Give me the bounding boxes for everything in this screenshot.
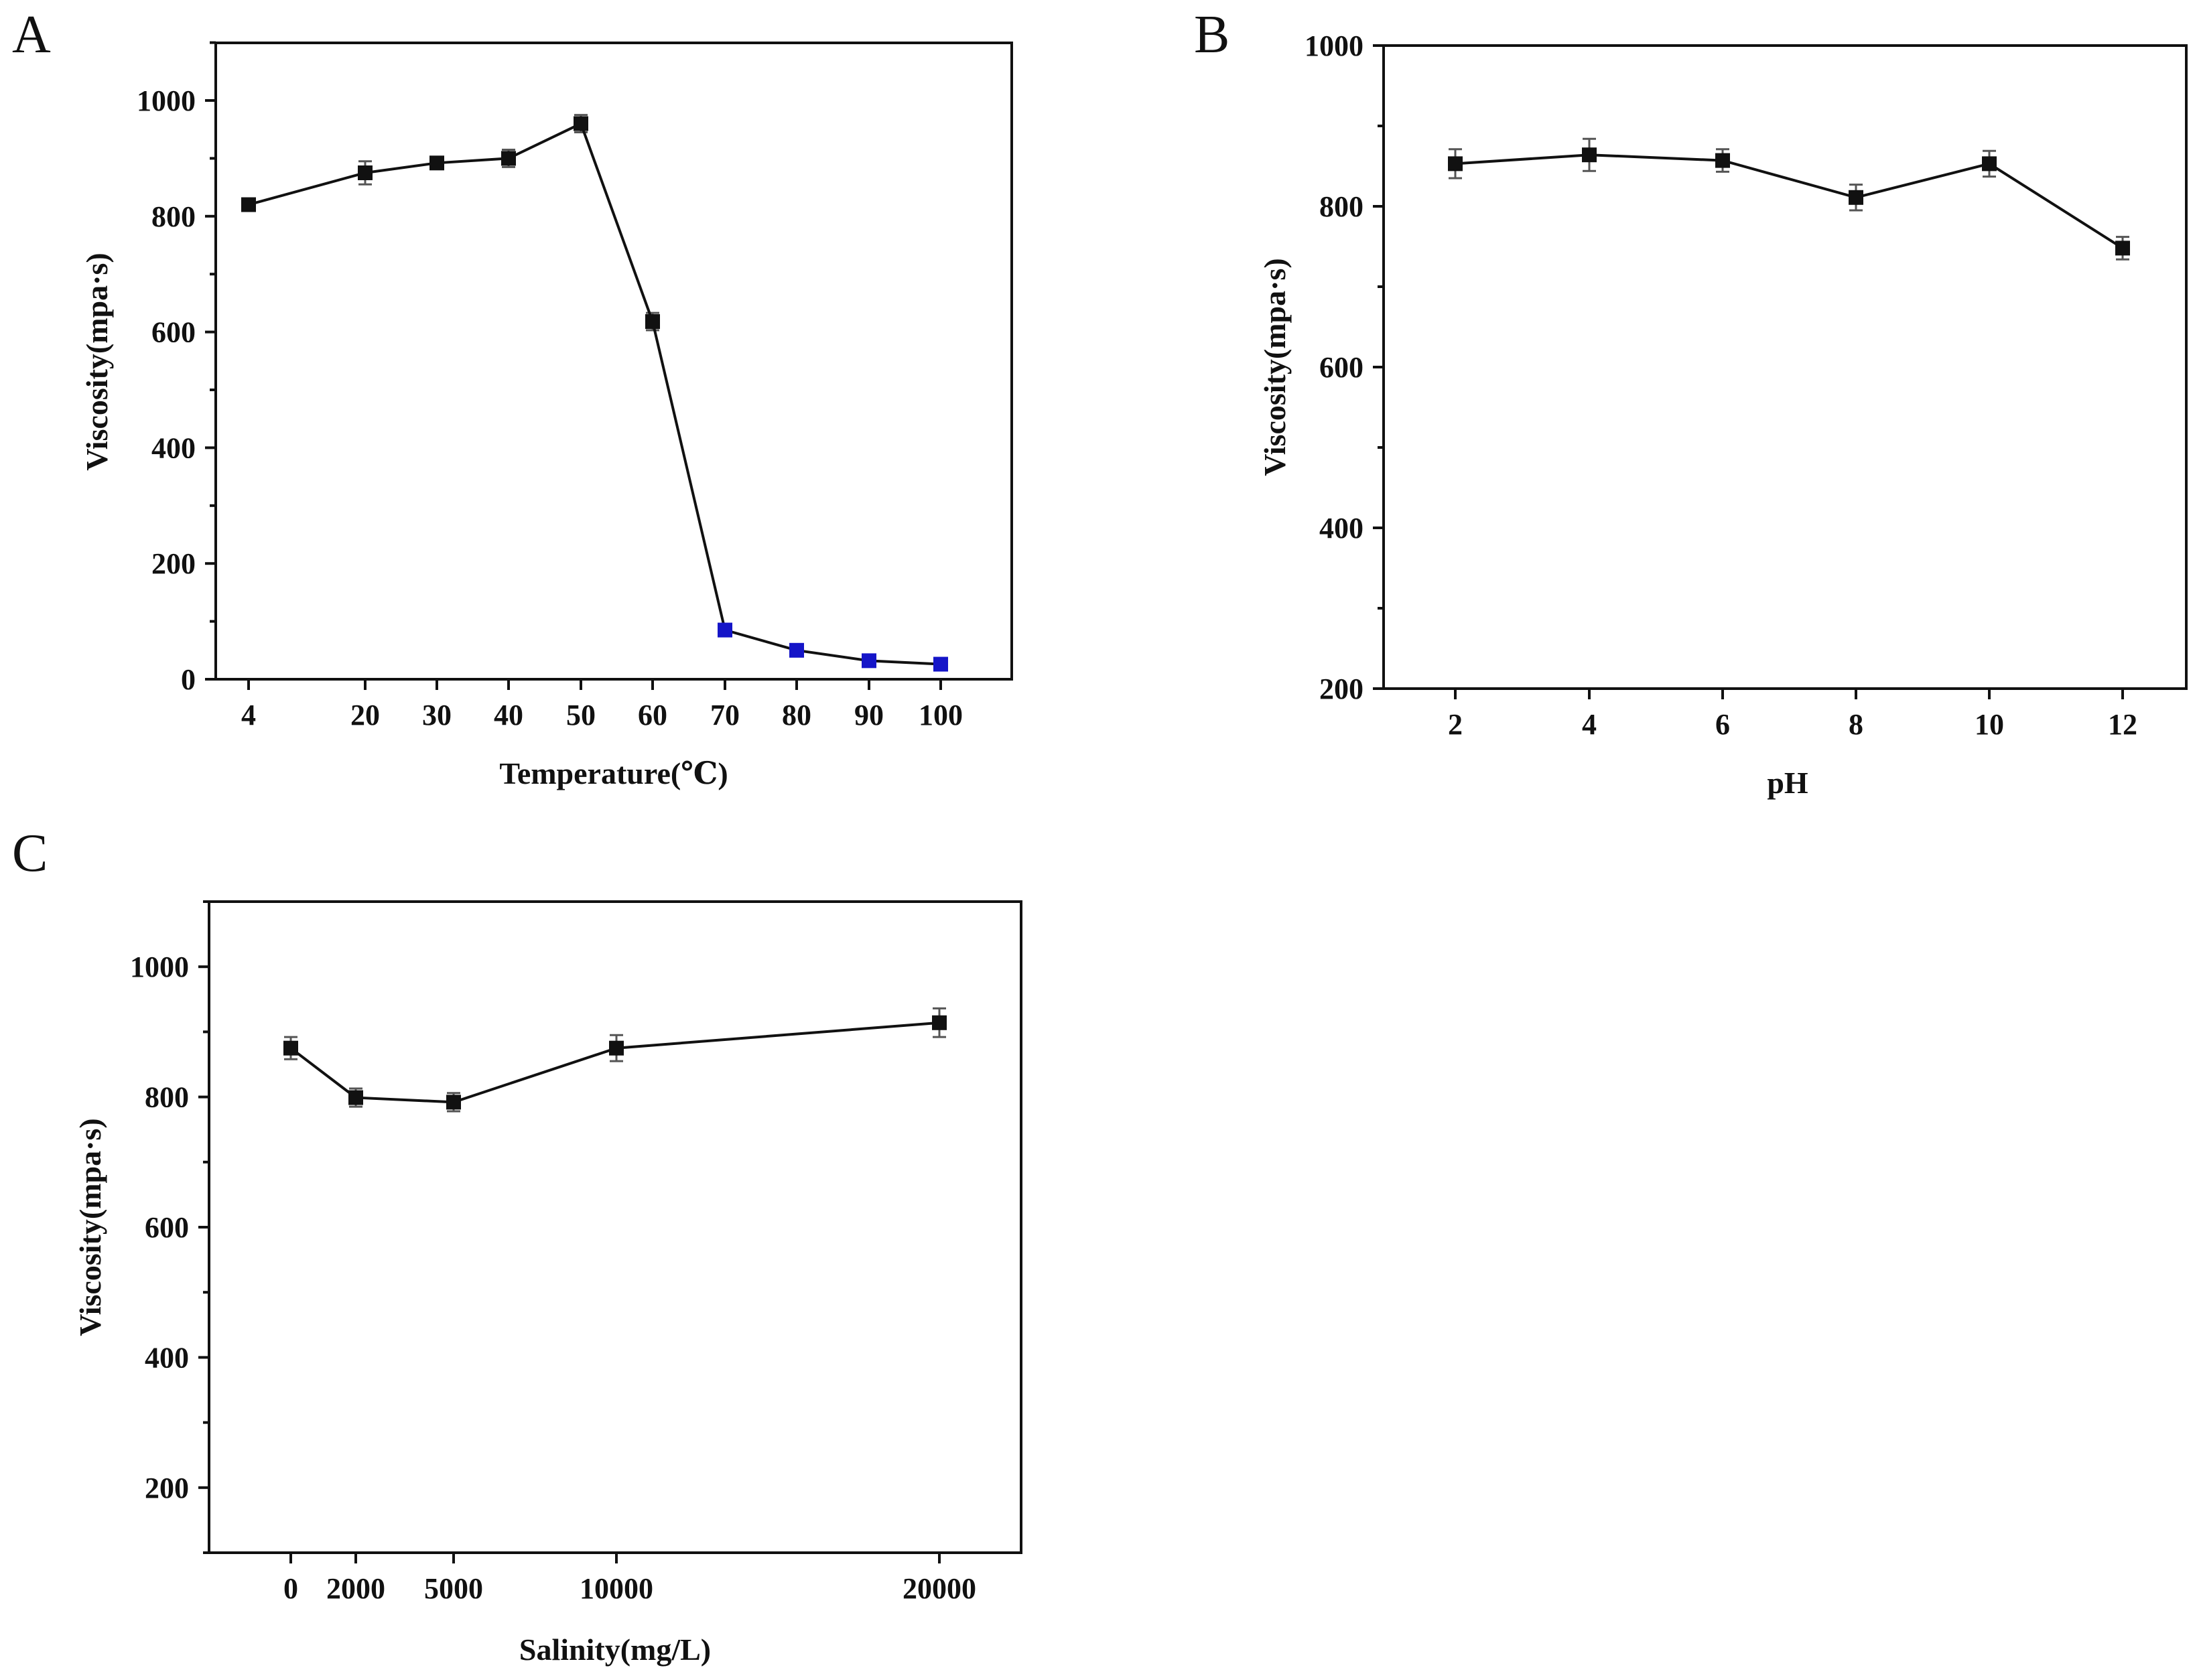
panel-b-data-point [1582, 147, 1597, 163]
panel-a-y-tick-label: 1000 [137, 84, 196, 117]
panel-a-y-tick-label: 600 [151, 316, 196, 349]
panel-a-x-tick-label: 90 [854, 699, 884, 731]
panel-b-series-line [1455, 153, 2124, 250]
panel-a-y-axis: 0 200 400 600 800 1000 [137, 41, 216, 696]
panel-c-x-axis-title: Salinity(mg/L) [519, 1632, 711, 1667]
panel-b: B 200 400 600 800 1000 2 4 6 8 10 12 Viscosity(mp… [1194, 5, 2188, 800]
panel-b-x-tick-label: 4 [1582, 708, 1597, 741]
panel-a-data-point [574, 116, 588, 131]
panel-b-x-axis-title: pH [1767, 766, 1808, 800]
panel-a: A 0 200 400 600 800 1000 4 20 30 40 50 60 70 80 90 100… [12, 5, 1013, 790]
panel-b-data-point [1982, 156, 1997, 171]
panel-c-data-point [932, 1015, 947, 1030]
panel-a-data-point [358, 165, 373, 180]
panel-c: C 200 400 600 800 1000 0 2000 5000 10000 20000 V… [12, 824, 1022, 1667]
panel-a-error-bars [242, 114, 947, 669]
panel-a-x-tick-label: 4 [241, 699, 256, 731]
panel-c-error-bars [284, 1007, 946, 1113]
panel-b-data-point [1849, 190, 1863, 205]
panel-a-y-axis-title: Viscosity(mpa·s) [80, 253, 114, 470]
panel-c-y-tick-label: 400 [145, 1341, 189, 1374]
panel-label-b: B [1194, 5, 1229, 64]
panel-c-y-axis: 200 400 600 800 1000 [130, 900, 209, 1554]
panel-b-points [1448, 147, 2130, 256]
panel-b-y-axis-title: Viscosity(mpa·s) [1258, 258, 1292, 476]
panel-a-data-point [645, 314, 660, 330]
panel-c-y-tick-label: 800 [145, 1081, 189, 1114]
panel-b-y-tick-label: 600 [1319, 351, 1363, 384]
panel-a-x-tick-label: 100 [919, 699, 963, 731]
panel-c-x-tick-label: 10000 [580, 1572, 653, 1605]
panel-a-data-point [241, 197, 256, 212]
panel-c-y-tick-label: 600 [145, 1211, 189, 1244]
panel-b-x-axis: 2 4 6 8 10 12 [1448, 689, 2137, 741]
panel-b-x-tick-label: 6 [1715, 708, 1730, 741]
panel-b-y-tick-label: 800 [1319, 190, 1363, 223]
panel-b-y-tick-label: 1000 [1305, 29, 1363, 62]
panel-c-data-point [609, 1040, 624, 1056]
panel-b-y-axis: 200 400 600 800 1000 [1305, 29, 1384, 705]
panel-b-x-tick-label: 2 [1448, 708, 1463, 741]
panel-a-data-point [862, 653, 876, 669]
panel-a-data-point [501, 151, 516, 166]
panel-c-plot-frame [208, 900, 1022, 1554]
panel-a-x-tick-label: 60 [638, 699, 667, 731]
panel-b-error-bars [1449, 137, 2129, 261]
panel-label-c: C [12, 824, 48, 883]
panel-a-series-line [248, 121, 941, 666]
panel-label-a: A [12, 5, 51, 64]
panel-c-y-tick-label: 1000 [130, 951, 189, 983]
panel-b-x-tick-label: 12 [2108, 708, 2137, 741]
panel-a-y-tick-label: 400 [151, 431, 196, 464]
panel-a-x-tick-label: 20 [350, 699, 380, 731]
panel-b-x-tick-label: 8 [1849, 708, 1863, 741]
panel-c-y-axis-title: Viscosity(mpa·s) [73, 1118, 107, 1336]
panel-a-x-tick-label: 70 [710, 699, 740, 731]
panel-a-points [241, 116, 948, 672]
panel-a-data-point [933, 656, 948, 672]
panel-c-x-tick-label: 0 [283, 1572, 298, 1605]
panel-c-x-tick-label: 20000 [903, 1572, 976, 1605]
panel-a-data-point [718, 622, 732, 638]
panel-c-x-tick-label: 5000 [424, 1572, 483, 1605]
panel-a-data-point [429, 155, 444, 171]
panel-a-x-tick-label: 40 [494, 699, 523, 731]
panel-c-x-tick-label: 2000 [326, 1572, 385, 1605]
panel-a-plot-frame [214, 42, 1013, 681]
panel-c-x-axis: 0 2000 5000 10000 20000 [283, 1553, 976, 1605]
panel-b-x-tick-label: 10 [1975, 708, 2004, 741]
panel-a-x-tick-label: 80 [782, 699, 811, 731]
panel-b-data-point [1448, 156, 1463, 171]
panel-a-x-axis: 4 20 30 40 50 60 70 80 90 100 [241, 679, 963, 731]
panel-b-data-point [1715, 153, 1730, 168]
panel-c-y-tick-label: 200 [145, 1472, 189, 1504]
panel-b-y-tick-label: 200 [1319, 673, 1363, 705]
panel-a-x-tick-label: 30 [422, 699, 452, 731]
panel-c-data-point [283, 1040, 298, 1056]
panel-b-data-point [2115, 240, 2130, 256]
panel-a-data-point [789, 642, 804, 658]
panel-a-x-tick-label: 50 [566, 699, 596, 731]
panel-a-y-tick-label: 0 [181, 663, 196, 696]
panel-a-x-axis-title: Temperature(℃) [499, 756, 728, 790]
panel-b-plot-frame [1382, 44, 2188, 690]
panel-c-data-point [446, 1095, 461, 1110]
panel-c-data-point [348, 1090, 363, 1105]
panel-b-y-tick-label: 400 [1319, 512, 1363, 545]
panel-a-y-tick-label: 200 [151, 547, 196, 580]
panel-c-points [283, 1015, 947, 1110]
panel-a-y-tick-label: 800 [151, 200, 196, 233]
